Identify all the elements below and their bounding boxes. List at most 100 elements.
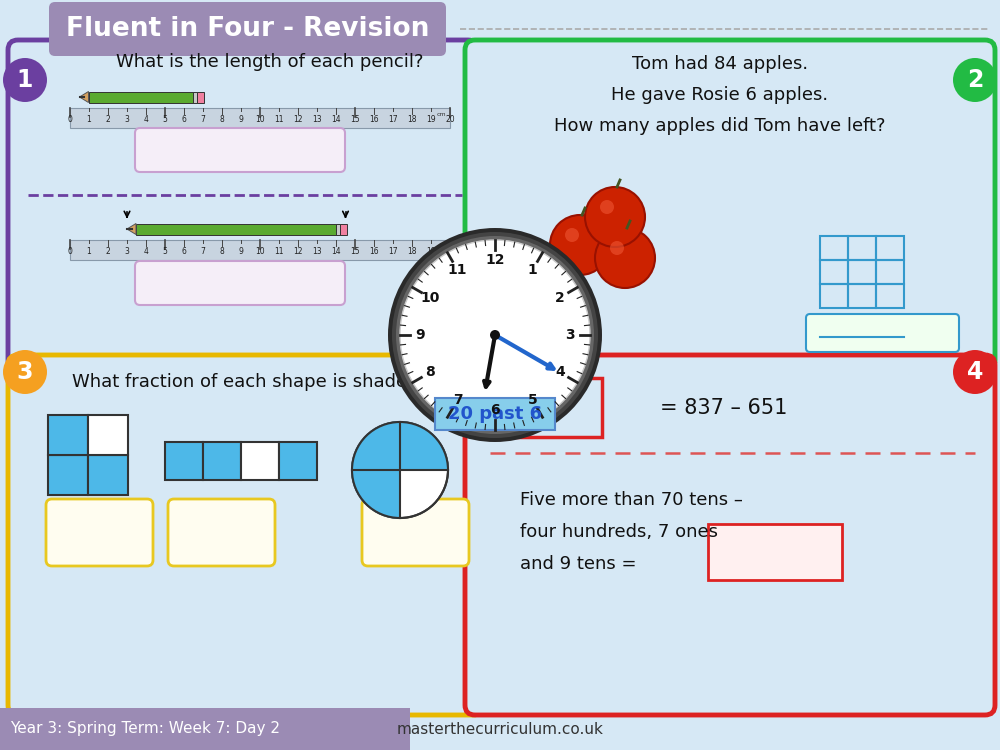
Bar xyxy=(70,108,450,128)
Text: cm: cm xyxy=(436,244,446,249)
Text: 15: 15 xyxy=(350,115,360,124)
Text: 19: 19 xyxy=(426,115,436,124)
Text: 11: 11 xyxy=(274,115,284,124)
Bar xyxy=(48,455,88,495)
FancyBboxPatch shape xyxy=(488,378,602,437)
Text: 16: 16 xyxy=(369,115,379,124)
Text: 0: 0 xyxy=(68,247,72,256)
Text: 8: 8 xyxy=(425,365,435,380)
Circle shape xyxy=(953,350,997,394)
FancyBboxPatch shape xyxy=(465,40,995,370)
Bar xyxy=(279,442,317,480)
Text: 4: 4 xyxy=(555,365,565,380)
Text: 2: 2 xyxy=(106,247,110,256)
Text: 4: 4 xyxy=(967,360,983,384)
Bar xyxy=(197,92,204,103)
Circle shape xyxy=(388,228,602,442)
Text: Tom had 84 apples.
He gave Rosie 6 apples.
How many apples did Tom have left?: Tom had 84 apples. He gave Rosie 6 apple… xyxy=(554,56,886,134)
Text: 18: 18 xyxy=(407,115,417,124)
Text: 7: 7 xyxy=(201,115,205,124)
Text: 17: 17 xyxy=(388,247,398,256)
Text: 20 past 6: 20 past 6 xyxy=(448,405,542,423)
Text: 3: 3 xyxy=(565,328,575,342)
Bar xyxy=(820,236,848,260)
Text: 1: 1 xyxy=(87,115,91,124)
Polygon shape xyxy=(80,92,88,103)
Bar xyxy=(48,415,88,455)
Circle shape xyxy=(610,241,624,255)
FancyBboxPatch shape xyxy=(135,261,345,305)
Circle shape xyxy=(396,236,594,434)
Text: 5: 5 xyxy=(163,247,167,256)
Text: 10: 10 xyxy=(420,290,440,304)
Text: 12: 12 xyxy=(485,253,505,267)
Text: 14: 14 xyxy=(331,115,341,124)
Text: 10: 10 xyxy=(255,247,265,256)
Text: 3: 3 xyxy=(125,115,129,124)
Circle shape xyxy=(595,228,655,288)
Bar xyxy=(0,708,410,750)
Bar xyxy=(88,415,128,455)
Text: 19: 19 xyxy=(426,247,436,256)
Bar xyxy=(70,240,450,260)
Circle shape xyxy=(550,215,610,275)
Text: 12: 12 xyxy=(293,115,303,124)
Bar xyxy=(820,260,848,284)
FancyBboxPatch shape xyxy=(46,499,153,566)
Circle shape xyxy=(3,350,47,394)
Bar xyxy=(820,284,848,308)
Text: 8: 8 xyxy=(220,115,224,124)
Text: 2: 2 xyxy=(555,290,565,304)
Bar xyxy=(340,224,347,235)
FancyBboxPatch shape xyxy=(168,499,275,566)
FancyBboxPatch shape xyxy=(49,2,446,56)
Text: What fraction of each shape is shaded?: What fraction of each shape is shaded? xyxy=(72,373,428,391)
Bar xyxy=(165,442,203,480)
Text: Five more than 70 tens –: Five more than 70 tens – xyxy=(520,491,743,509)
Text: 16: 16 xyxy=(369,247,379,256)
Bar xyxy=(876,236,904,260)
Text: 14: 14 xyxy=(331,247,341,256)
Bar xyxy=(241,442,279,480)
Text: 2: 2 xyxy=(106,115,110,124)
Text: 11: 11 xyxy=(274,247,284,256)
Text: 20: 20 xyxy=(445,115,455,124)
Text: 6: 6 xyxy=(490,403,500,417)
Text: 5: 5 xyxy=(163,115,167,124)
Text: 12: 12 xyxy=(293,247,303,256)
Bar xyxy=(136,224,336,235)
Text: 3: 3 xyxy=(125,247,129,256)
Text: What is the length of each pencil?: What is the length of each pencil? xyxy=(116,53,424,71)
Circle shape xyxy=(490,330,500,340)
Text: 4: 4 xyxy=(144,115,148,124)
Bar xyxy=(88,455,128,495)
Text: Fluent in Four - Revision: Fluent in Four - Revision xyxy=(66,16,430,42)
Text: 1: 1 xyxy=(87,247,91,256)
FancyBboxPatch shape xyxy=(708,524,842,580)
Bar xyxy=(848,284,876,308)
Text: 8: 8 xyxy=(220,247,224,256)
Text: 13: 13 xyxy=(312,115,322,124)
Text: 15: 15 xyxy=(350,247,360,256)
FancyBboxPatch shape xyxy=(362,499,469,566)
Circle shape xyxy=(600,200,614,214)
Bar xyxy=(336,224,340,235)
Bar xyxy=(88,92,194,103)
Text: 13: 13 xyxy=(312,247,322,256)
Bar xyxy=(848,236,876,260)
Text: 3: 3 xyxy=(17,360,33,384)
Text: 18: 18 xyxy=(407,247,417,256)
Text: 6: 6 xyxy=(182,115,186,124)
Circle shape xyxy=(585,187,645,247)
Circle shape xyxy=(400,240,590,430)
Text: 17: 17 xyxy=(388,115,398,124)
Text: 0: 0 xyxy=(68,115,72,124)
Circle shape xyxy=(953,58,997,102)
FancyBboxPatch shape xyxy=(465,355,995,715)
FancyBboxPatch shape xyxy=(135,128,345,172)
Text: = 837 – 651: = 837 – 651 xyxy=(660,398,787,418)
Circle shape xyxy=(392,232,598,438)
FancyBboxPatch shape xyxy=(8,40,478,370)
Text: 20: 20 xyxy=(445,247,455,256)
Text: masterthecurriculum.co.uk: masterthecurriculum.co.uk xyxy=(397,722,603,736)
